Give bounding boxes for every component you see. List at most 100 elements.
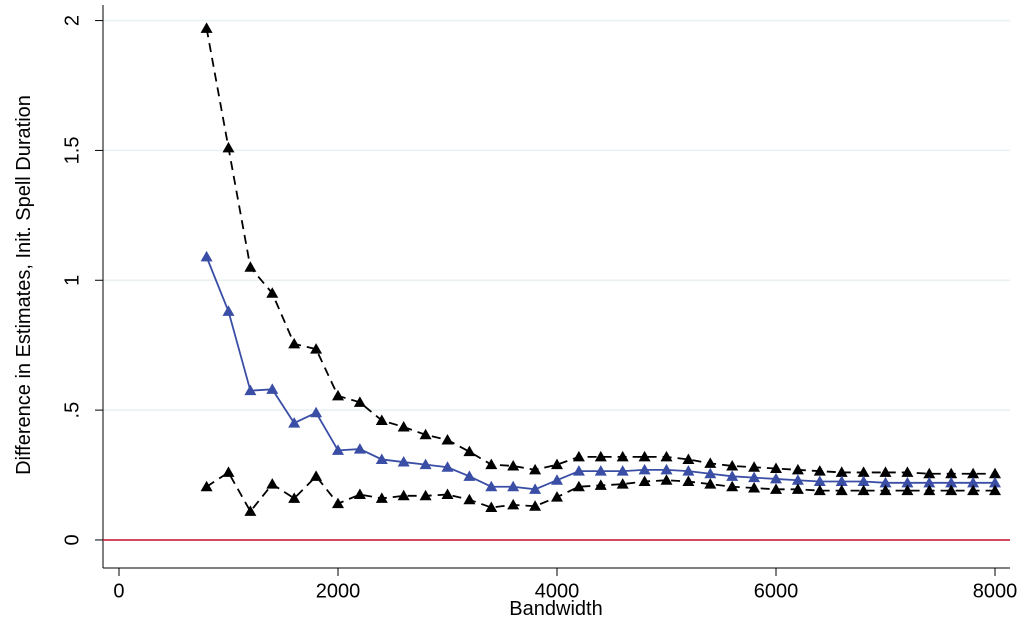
marker <box>704 457 717 468</box>
marker <box>353 488 366 500</box>
marker <box>288 337 301 349</box>
marker <box>550 474 563 485</box>
y-tick-label: 0 <box>61 534 83 545</box>
marker <box>594 479 607 490</box>
marker <box>835 475 848 487</box>
marker <box>507 480 520 492</box>
marker <box>463 445 476 457</box>
x-tick-label: 6000 <box>754 580 799 602</box>
marker <box>594 465 607 476</box>
marker <box>704 467 717 479</box>
marker <box>222 466 235 477</box>
marker <box>967 484 980 496</box>
marker <box>288 417 301 428</box>
marker <box>616 450 629 462</box>
marker <box>923 484 936 496</box>
marker <box>397 456 410 467</box>
marker <box>835 466 848 477</box>
marker <box>572 480 585 492</box>
marker <box>441 461 454 472</box>
marker <box>791 483 804 494</box>
marker <box>835 484 848 496</box>
marker <box>331 444 344 455</box>
marker <box>945 484 958 496</box>
marker <box>463 493 476 505</box>
y-tick-label: 2 <box>61 15 83 26</box>
marker <box>769 462 782 474</box>
marker <box>419 428 432 440</box>
marker <box>550 458 563 470</box>
marker <box>660 474 673 485</box>
marker <box>857 484 870 496</box>
marker <box>244 384 257 396</box>
marker <box>397 420 410 432</box>
marker <box>945 467 958 479</box>
marker <box>375 414 388 425</box>
marker <box>988 476 1001 488</box>
marker <box>791 463 804 475</box>
y-axis-label: Difference in Estimates, Init. Spell Dur… <box>13 95 35 475</box>
marker <box>726 480 739 492</box>
marker <box>441 488 454 500</box>
marker <box>200 22 213 33</box>
marker <box>660 463 673 475</box>
marker <box>638 475 651 487</box>
marker <box>813 475 826 487</box>
marker <box>616 478 629 489</box>
marker <box>507 498 520 510</box>
x-axis-label: Bandwidth <box>509 598 602 620</box>
marker <box>748 471 761 483</box>
marker <box>375 453 388 464</box>
marker <box>200 480 213 492</box>
marker <box>266 383 279 394</box>
marker <box>726 459 739 471</box>
marker <box>616 465 629 476</box>
marker <box>222 141 235 153</box>
marker <box>879 484 892 496</box>
marker <box>375 492 388 503</box>
marker <box>266 478 279 489</box>
marker <box>572 465 585 476</box>
y-tick-label: 1 <box>61 275 83 286</box>
marker <box>485 501 498 512</box>
marker <box>331 497 344 509</box>
marker <box>638 463 651 475</box>
marker <box>748 482 761 493</box>
marker <box>222 305 235 316</box>
marker <box>529 483 542 494</box>
marker <box>244 261 257 272</box>
marker <box>726 470 739 481</box>
marker <box>923 467 936 479</box>
series-line <box>206 471 995 513</box>
marker <box>529 500 542 511</box>
marker <box>200 250 213 262</box>
marker <box>923 476 936 488</box>
marker <box>857 466 870 477</box>
marker <box>529 463 542 475</box>
marker <box>813 465 826 476</box>
marker <box>682 475 695 487</box>
marker <box>945 476 958 488</box>
marker <box>288 492 301 503</box>
marker <box>638 450 651 462</box>
x-tick-label: 4000 <box>535 580 580 602</box>
marker <box>266 287 279 298</box>
marker <box>310 406 323 418</box>
marker <box>419 489 432 501</box>
series-line <box>205 28 995 475</box>
y-tick-label: 1.5 <box>61 137 83 165</box>
marker <box>769 472 782 484</box>
marker <box>901 466 914 477</box>
marker <box>310 470 323 481</box>
marker <box>967 476 980 488</box>
marker <box>813 484 826 496</box>
marker <box>791 474 804 485</box>
marker <box>682 453 695 464</box>
marker <box>704 478 717 489</box>
marker <box>463 470 476 481</box>
x-tick-label: 8000 <box>973 580 1018 602</box>
marker <box>572 450 585 462</box>
marker <box>988 467 1001 479</box>
marker <box>507 459 520 471</box>
